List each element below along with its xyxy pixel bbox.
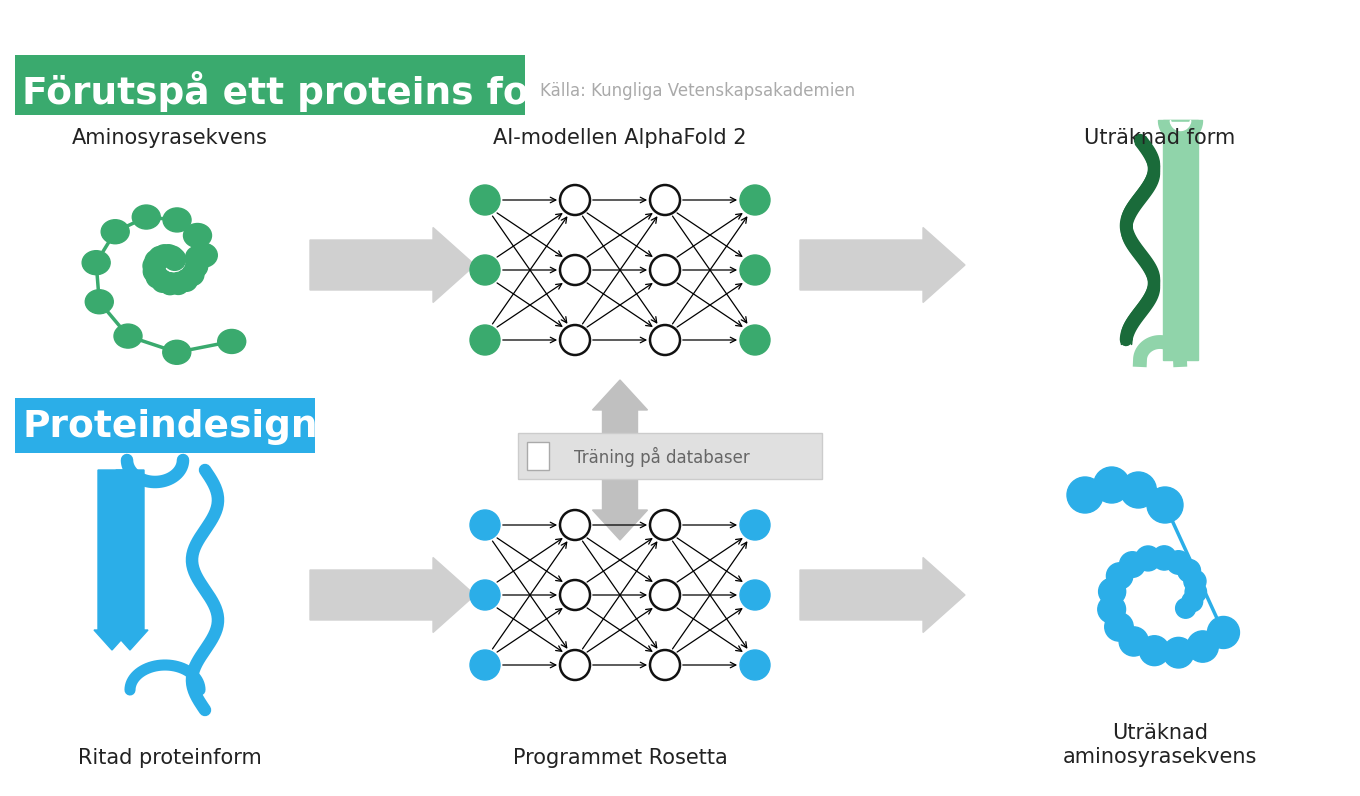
Ellipse shape	[132, 205, 160, 229]
Polygon shape	[593, 460, 647, 540]
Circle shape	[185, 247, 208, 268]
Text: AI-modellen AlphaFold 2: AI-modellen AlphaFold 2	[494, 128, 747, 148]
Circle shape	[1119, 627, 1148, 656]
Circle shape	[182, 263, 204, 286]
Text: Aminosyrasekvens: Aminosyrasekvens	[72, 128, 268, 148]
Circle shape	[740, 650, 770, 680]
Ellipse shape	[184, 224, 212, 248]
Ellipse shape	[86, 290, 113, 314]
Circle shape	[650, 650, 680, 680]
Circle shape	[560, 510, 590, 540]
Ellipse shape	[163, 340, 190, 365]
Text: Uträknad form: Uträknad form	[1084, 128, 1236, 148]
Circle shape	[1163, 638, 1194, 668]
Circle shape	[740, 325, 770, 355]
Circle shape	[1136, 546, 1160, 571]
Bar	[1163, 120, 1198, 360]
FancyBboxPatch shape	[15, 398, 316, 453]
Ellipse shape	[163, 208, 190, 232]
Circle shape	[185, 256, 208, 278]
Circle shape	[1178, 560, 1201, 582]
Circle shape	[1098, 595, 1126, 623]
Circle shape	[175, 269, 197, 291]
Text: Källa: Kungliga Vetenskapsakademien: Källa: Kungliga Vetenskapsakademien	[540, 82, 855, 100]
Circle shape	[650, 510, 680, 540]
Circle shape	[1104, 613, 1133, 641]
Circle shape	[471, 325, 500, 355]
Circle shape	[1099, 578, 1126, 605]
Ellipse shape	[114, 324, 141, 348]
Circle shape	[740, 580, 770, 610]
FancyArrow shape	[112, 470, 148, 650]
FancyBboxPatch shape	[15, 55, 525, 115]
Text: Programmet Rosetta: Programmet Rosetta	[513, 748, 728, 768]
Circle shape	[471, 650, 500, 680]
Circle shape	[1107, 563, 1133, 589]
Text: Ritad proteinform: Ritad proteinform	[78, 748, 262, 768]
Circle shape	[1121, 472, 1156, 508]
Circle shape	[159, 273, 181, 295]
Circle shape	[1185, 581, 1206, 603]
Circle shape	[146, 250, 167, 272]
Circle shape	[1167, 551, 1190, 574]
Text: Träning på databaser: Träning på databaser	[574, 447, 749, 467]
Text: Förutspå ett proteins form: Förutspå ett proteins form	[22, 71, 586, 111]
Circle shape	[740, 255, 770, 285]
Circle shape	[560, 255, 590, 285]
Circle shape	[1182, 591, 1202, 612]
Circle shape	[167, 272, 189, 295]
Circle shape	[1093, 467, 1130, 503]
Circle shape	[650, 580, 680, 610]
Circle shape	[1140, 636, 1170, 665]
Circle shape	[1146, 487, 1183, 523]
Circle shape	[471, 510, 500, 540]
Circle shape	[1208, 616, 1239, 649]
Circle shape	[471, 185, 500, 215]
Circle shape	[162, 246, 184, 268]
Circle shape	[471, 255, 500, 285]
Circle shape	[143, 255, 165, 277]
Circle shape	[151, 271, 174, 292]
Circle shape	[1187, 631, 1219, 662]
Ellipse shape	[82, 251, 110, 275]
Circle shape	[740, 510, 770, 540]
Polygon shape	[800, 228, 966, 302]
Circle shape	[560, 650, 590, 680]
Circle shape	[650, 325, 680, 355]
Circle shape	[471, 580, 500, 610]
Circle shape	[163, 248, 186, 271]
Circle shape	[1152, 546, 1176, 570]
Text: Proteindesign: Proteindesign	[22, 409, 317, 445]
Polygon shape	[310, 228, 475, 302]
Polygon shape	[593, 380, 647, 460]
Polygon shape	[800, 557, 966, 633]
Text: Uträknad
aminosyrasekvens: Uträknad aminosyrasekvens	[1062, 724, 1257, 767]
Circle shape	[650, 255, 680, 285]
Circle shape	[740, 185, 770, 215]
Ellipse shape	[189, 244, 218, 267]
Circle shape	[1068, 477, 1103, 513]
Circle shape	[154, 245, 175, 267]
Circle shape	[1183, 570, 1206, 592]
Circle shape	[560, 185, 590, 215]
Circle shape	[560, 325, 590, 355]
Circle shape	[1119, 552, 1145, 577]
Circle shape	[147, 266, 169, 288]
Circle shape	[148, 247, 171, 268]
Circle shape	[650, 185, 680, 215]
Polygon shape	[310, 557, 475, 633]
Circle shape	[1175, 599, 1195, 618]
Circle shape	[143, 260, 166, 283]
Circle shape	[560, 580, 590, 610]
FancyArrow shape	[94, 470, 131, 650]
FancyBboxPatch shape	[518, 433, 821, 479]
Ellipse shape	[218, 330, 246, 353]
Circle shape	[158, 244, 180, 267]
FancyBboxPatch shape	[528, 442, 549, 470]
Ellipse shape	[101, 220, 129, 244]
